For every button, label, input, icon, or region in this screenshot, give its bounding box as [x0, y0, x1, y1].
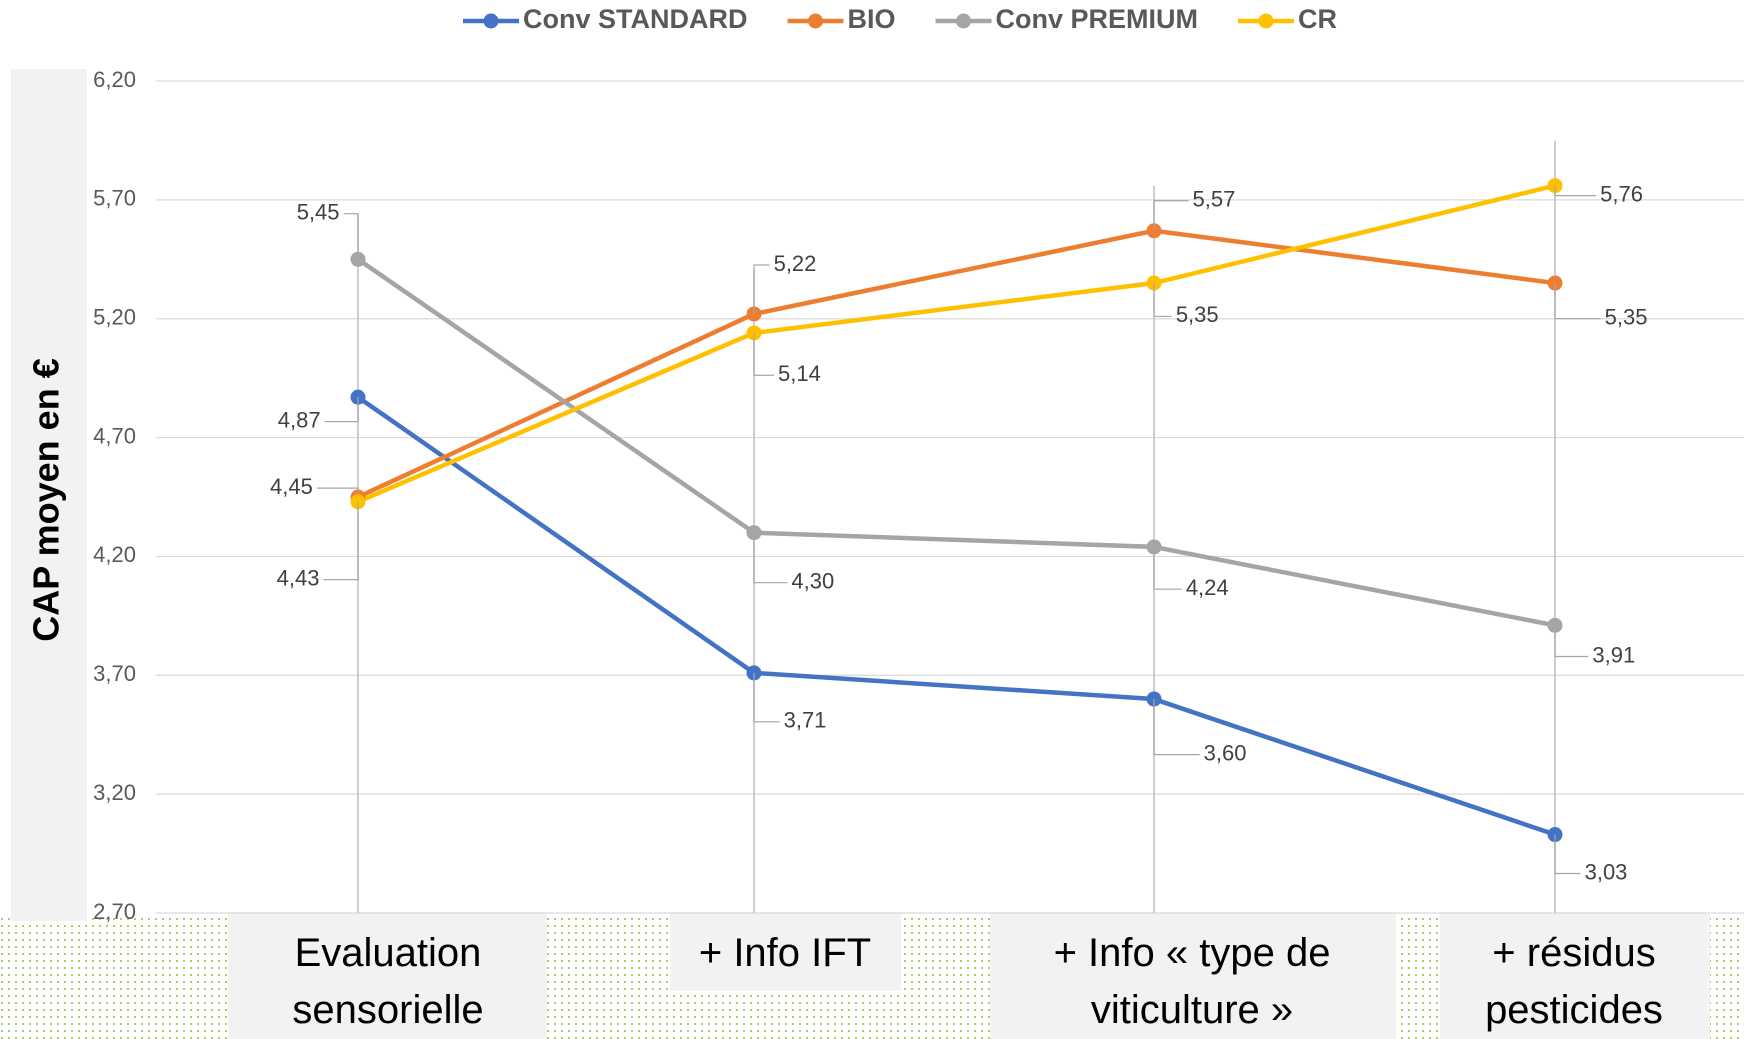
data-label: 3,60 — [1204, 740, 1247, 765]
y-tick-label: 5,70 — [93, 186, 136, 211]
legend-item: CR — [1238, 4, 1337, 34]
leader-line — [316, 487, 359, 497]
data-label: 4,43 — [277, 565, 320, 590]
leader-line — [1554, 283, 1601, 320]
data-label: 5,35 — [1605, 304, 1648, 329]
legend-label: Conv PREMIUM — [996, 4, 1199, 34]
legend-marker — [1258, 13, 1274, 29]
data-label: 3,71 — [784, 708, 827, 733]
x-tick-label: Evaluation sensorielle — [292, 931, 484, 1032]
y-tick-label: 3,20 — [93, 780, 136, 805]
legend-item: BIO — [787, 4, 896, 34]
leader-line — [1554, 834, 1581, 875]
leader-line — [1153, 699, 1200, 756]
y-tick-label: 2,70 — [93, 899, 136, 924]
leader-line — [753, 532, 788, 584]
data-label: 3,03 — [1585, 859, 1628, 884]
series-line — [356, 257, 1556, 628]
legend-label: BIO — [847, 4, 895, 34]
data-label: 5,45 — [297, 200, 340, 225]
data-label: 5,22 — [774, 251, 817, 276]
leader-line — [1153, 200, 1189, 231]
y-tick-label: 4,20 — [93, 542, 136, 567]
x-tick-label: + Info IFT — [698, 931, 872, 975]
data-label: 4,24 — [1186, 575, 1229, 600]
data-label: 4,87 — [278, 407, 321, 432]
data-label: 3,91 — [1592, 642, 1635, 667]
legend-item: Conv PREMIUM — [935, 4, 1199, 34]
legend-label: CR — [1298, 4, 1337, 34]
y-tick-label: 3,70 — [93, 661, 136, 686]
y-axis-title: CAP moyen en € — [26, 358, 67, 641]
label-box — [990, 913, 1396, 1039]
leader-line — [753, 672, 780, 723]
legend-marker — [807, 13, 823, 29]
legend-item: Conv STANDARD — [462, 4, 748, 34]
leader-line — [323, 501, 359, 581]
label-box — [228, 913, 547, 1039]
series-line — [356, 395, 1556, 837]
leader-line — [1153, 546, 1182, 590]
y-tick-label: 4,70 — [93, 423, 136, 448]
y-tick-label: 6,20 — [93, 67, 136, 92]
legend-marker — [956, 13, 972, 29]
y-tick-label: 5,20 — [93, 305, 136, 330]
data-label: 4,45 — [270, 474, 313, 499]
data-label: 5,57 — [1192, 187, 1235, 212]
leader-line — [1554, 185, 1597, 197]
leader-line — [753, 264, 770, 314]
data-label: 4,30 — [791, 569, 834, 594]
leader-line — [1153, 283, 1172, 318]
leader-line — [1554, 625, 1589, 658]
leader-line — [343, 213, 359, 260]
y-title-box — [11, 69, 87, 921]
legend-label: Conv STANDARD — [523, 4, 748, 34]
leader-line — [753, 332, 775, 376]
x-tick-label: + Info « type de viticulture » — [1053, 931, 1331, 1032]
legend-marker — [483, 13, 499, 29]
x-tick-label: + résidus pesticides — [1485, 931, 1663, 1032]
series-line — [357, 183, 1556, 504]
leader-line — [324, 397, 359, 423]
data-label: 5,14 — [778, 361, 821, 386]
series-line — [357, 228, 1556, 500]
label-box — [1440, 913, 1710, 1039]
label-box — [670, 913, 901, 991]
data-label: 5,76 — [1600, 181, 1643, 206]
data-label: 5,35 — [1176, 302, 1219, 327]
